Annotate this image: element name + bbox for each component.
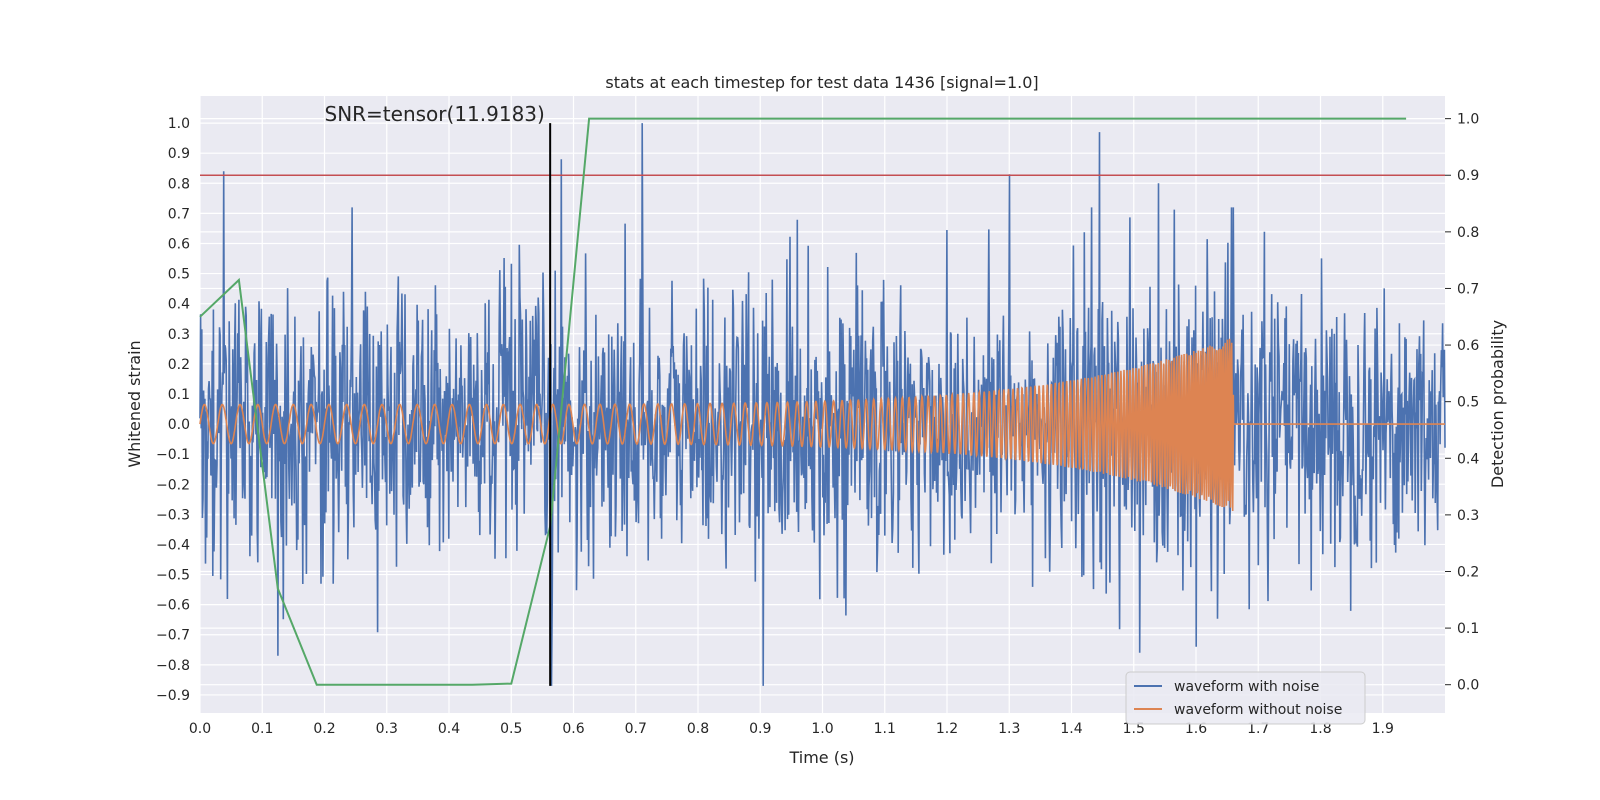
x-tick-label: 0.9: [749, 721, 771, 737]
x-tick-label: 1.0: [811, 721, 833, 737]
x-tick-label: 1.3: [998, 721, 1020, 737]
y-axis-label-left: Whitened strain: [125, 340, 144, 467]
series-line-noise: [199, 123, 1446, 686]
x-tick-label: 1.7: [1247, 721, 1269, 737]
y-tick-label-left: −0.9: [156, 688, 190, 704]
legend-label-noise: waveform with noise: [1174, 679, 1319, 695]
x-tick-label: 0.5: [500, 721, 522, 737]
y-tick-label-right: 0.1: [1457, 621, 1479, 637]
y-tick-label-left: −0.7: [156, 628, 190, 644]
y-tick-label-left: 0.2: [168, 357, 190, 373]
y-tick-label-left: 1.0: [168, 116, 190, 132]
y-tick-label-right: 0.7: [1457, 281, 1479, 297]
y-tick-label-right: 0.8: [1457, 225, 1479, 241]
snr-annotation: SNR=tensor(11.9183): [325, 102, 545, 126]
y-tick-label-right: 0.9: [1457, 168, 1479, 184]
ticks: 0.0 0.1 0.2 0.3 0.4 0.5 0.6 0.7 0.8 0.9 1.0 1.1 1.2 1…: [156, 112, 1479, 737]
y-tick-label-left: 0.4: [168, 297, 190, 313]
chart-title: stats at each timestep for test data 143…: [605, 73, 1038, 92]
y-tick-label-left: −0.6: [156, 598, 190, 614]
legend-box: [1125, 671, 1366, 725]
y-tick-label-left: 0.1: [168, 387, 190, 403]
x-tick-label: 0.4: [438, 721, 460, 737]
y-tick-label-right: 1.0: [1457, 112, 1479, 128]
y-tick-label-left: 0.0: [168, 417, 190, 433]
legend-label-clean: waveform without noise: [1174, 702, 1342, 718]
x-tick-label: 1.5: [1123, 721, 1145, 737]
y-tick-label-left: 0.5: [168, 267, 190, 283]
y-tick-label-right: 0.0: [1457, 678, 1479, 694]
x-tick-label: 0.1: [251, 721, 273, 737]
x-tick-label: 0.2: [313, 721, 335, 737]
y-tick-label-left: −0.1: [156, 447, 190, 463]
y-tick-label-right: 0.5: [1457, 395, 1479, 411]
y-tick-label-left: 0.3: [168, 327, 190, 343]
x-tick-label: 0.3: [376, 721, 398, 737]
legend: waveform with noise waveform without noi…: [1125, 671, 1366, 725]
y-tick-label-left: 0.7: [168, 206, 190, 222]
y-tick-label-right: 0.6: [1457, 338, 1479, 354]
y-tick-label-left: −0.2: [156, 477, 190, 493]
y-axis-label-right: Detection probability: [1488, 320, 1507, 488]
y-tick-label-left: 0.6: [168, 236, 190, 252]
y-tick-label-left: 0.8: [168, 176, 190, 192]
x-tick-label: 1.4: [1060, 721, 1082, 737]
y-tick-label-right: 0.3: [1457, 508, 1479, 524]
y-tick-label-left: −0.5: [156, 568, 190, 584]
x-tick-label: 1.2: [936, 721, 958, 737]
y-tick-label-left: −0.4: [156, 537, 190, 553]
y-tick-label-left: −0.3: [156, 507, 190, 523]
x-tick-label: 0.8: [687, 721, 709, 737]
x-tick-label: 0.6: [562, 721, 584, 737]
y-tick-label-left: −0.8: [156, 658, 190, 674]
x-tick-label: 1.8: [1309, 721, 1331, 737]
grid: [199, 96, 1445, 713]
y-tick-label-left: 0.9: [168, 146, 190, 162]
x-tick-label: 0.0: [189, 721, 211, 737]
x-tick-label: 1.6: [1185, 721, 1207, 737]
x-tick-label: 1.1: [874, 721, 896, 737]
y-tick-label-right: 0.4: [1457, 451, 1479, 467]
y-tick-label-right: 0.2: [1457, 564, 1479, 580]
series-layer: [199, 117, 1446, 686]
series-line-probability: [199, 117, 1407, 686]
x-tick-label: 0.7: [625, 721, 647, 737]
x-axis-label: Time (s): [788, 748, 854, 767]
series-line-clean: [199, 338, 1445, 512]
x-tick-label: 1.9: [1372, 721, 1394, 737]
